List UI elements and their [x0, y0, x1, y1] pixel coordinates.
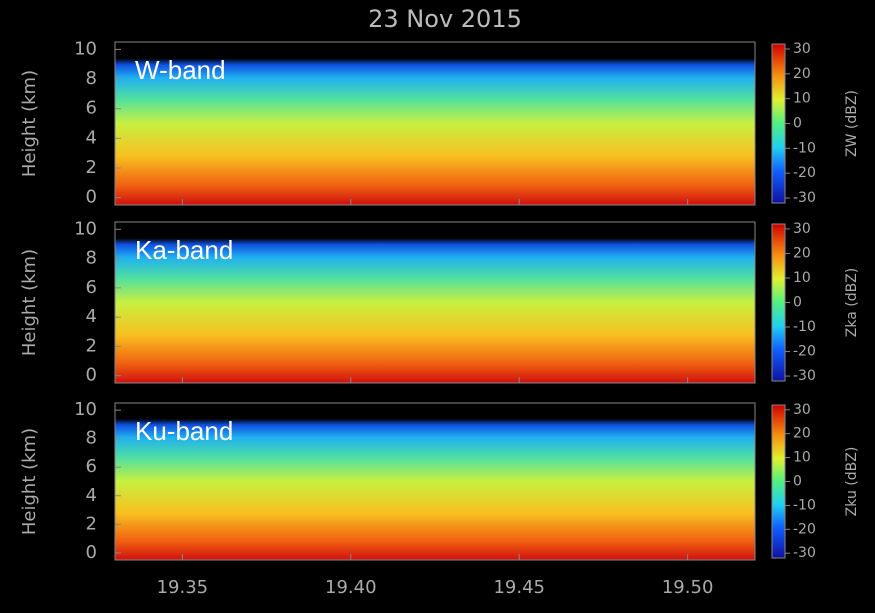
y-tick-label: 10 [74, 399, 97, 420]
y-tick-label: 2 [86, 335, 97, 356]
y-tick-label: 8 [86, 68, 97, 89]
band-label: W-band [135, 55, 226, 85]
x-tick-label: 19.35 [157, 577, 209, 598]
chart: 23 Nov 2015 0 2 4 6 8 10 Height (km) W-band -30 -… [0, 0, 875, 613]
x-tick-label: 19.45 [493, 577, 545, 598]
colorbar-tick-label: -10 [793, 497, 816, 513]
colorbar-tick-label: -20 [793, 521, 816, 537]
colorbar [772, 405, 785, 558]
band-label: Ku-band [135, 416, 233, 446]
chart-title: 23 Nov 2015 [368, 5, 522, 33]
y-tick-label: 8 [86, 248, 97, 269]
x-tick-label: 19.40 [325, 577, 377, 598]
y-tick-label: 10 [74, 218, 97, 239]
x-tick-label: 19.50 [662, 577, 714, 598]
colorbar-tick-label: 20 [793, 426, 811, 442]
colorbar-tick-label: 30 [793, 41, 811, 57]
colorbar-label: Zku (dBZ) [844, 447, 860, 517]
colorbar-tick-label: -30 [793, 545, 816, 561]
colorbar [772, 224, 785, 381]
y-axis-label: Height (km) [19, 70, 40, 177]
colorbar-tick-label: -20 [793, 165, 816, 181]
colorbar-tick-label: 30 [793, 221, 811, 237]
y-tick-label: 2 [86, 157, 97, 178]
y-tick-label: 0 [86, 365, 97, 386]
colorbar-tick-label: 0 [793, 116, 802, 132]
y-tick-label: 0 [86, 187, 97, 208]
colorbar-tick-label: 0 [793, 474, 802, 490]
y-tick-label: 6 [86, 456, 97, 477]
colorbar-tick-label: -10 [793, 140, 816, 156]
colorbar-tick-label: 20 [793, 66, 811, 82]
colorbar-tick-label: 20 [793, 245, 811, 261]
y-tick-label: 4 [86, 485, 97, 506]
y-tick-label: 10 [74, 38, 97, 59]
y-axis-label: Height (km) [19, 428, 40, 535]
colorbar-tick-label: 10 [793, 91, 811, 107]
colorbar-tick-label: -10 [793, 319, 816, 335]
colorbar-tick-label: -20 [793, 344, 816, 360]
colorbar-tick-label: -30 [793, 368, 816, 384]
colorbar-tick-label: 10 [793, 270, 811, 286]
colorbar-tick-label: 30 [793, 402, 811, 418]
band-label: Ka-band [135, 235, 233, 265]
colorbar-label: ZW (dBZ) [844, 90, 860, 157]
colorbar-tick-label: 0 [793, 295, 802, 311]
y-tick-label: 2 [86, 513, 97, 534]
y-axis-label: Height (km) [19, 249, 40, 356]
colorbar [772, 44, 785, 203]
colorbar-label: Zka (dBZ) [844, 268, 860, 338]
y-tick-label: 4 [86, 127, 97, 148]
y-tick-label: 4 [86, 306, 97, 327]
y-tick-label: 8 [86, 428, 97, 449]
y-tick-label: 0 [86, 542, 97, 563]
y-tick-label: 6 [86, 277, 97, 298]
colorbar-tick-label: 10 [793, 450, 811, 466]
colorbar-tick-label: -30 [793, 190, 816, 206]
y-tick-label: 6 [86, 98, 97, 119]
